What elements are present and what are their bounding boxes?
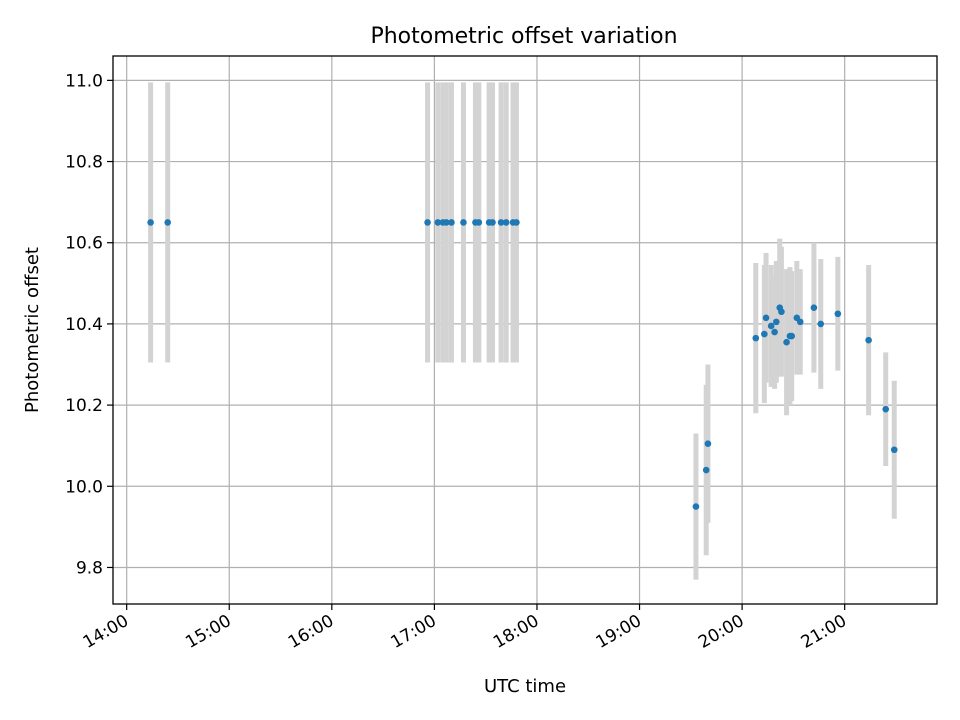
data-point bbox=[762, 314, 770, 322]
data-point bbox=[434, 219, 442, 226]
plot-frame bbox=[112, 55, 938, 605]
data-point bbox=[783, 338, 790, 346]
data-point bbox=[865, 336, 872, 344]
y-axis-ticks: 9.8 10.0 10.2 10.4 10.6 10.8 11.0 bbox=[65, 71, 113, 578]
x-tick-label: 21:00 bbox=[798, 611, 850, 653]
data-point bbox=[513, 219, 520, 226]
grid bbox=[113, 56, 937, 604]
data-point bbox=[890, 446, 898, 454]
data-point bbox=[817, 320, 825, 328]
data-point bbox=[796, 318, 804, 326]
data-point bbox=[752, 334, 760, 342]
data-point bbox=[767, 322, 775, 330]
x-axis-label: UTC time bbox=[484, 676, 566, 697]
data-point bbox=[882, 405, 890, 413]
x-tick-label: 16:00 bbox=[285, 611, 337, 653]
y-tick-label: 10.4 bbox=[65, 315, 103, 335]
data-point bbox=[448, 219, 455, 226]
data-points bbox=[147, 219, 898, 510]
x-tick-label: 20:00 bbox=[695, 611, 747, 653]
x-tick-label: 14:00 bbox=[80, 611, 132, 653]
data-point bbox=[761, 330, 768, 338]
data-point bbox=[778, 308, 785, 316]
x-tick-label: 18:00 bbox=[490, 611, 542, 653]
error-bars bbox=[148, 82, 897, 580]
data-point bbox=[771, 328, 778, 336]
x-axis-ticks: 14:00 15:00 16:00 17:00 18:00 19:00 20:00 21:00 bbox=[80, 604, 850, 653]
x-tick-label: 19:00 bbox=[593, 611, 645, 653]
x-tick-label: 15:00 bbox=[182, 611, 234, 653]
data-point bbox=[475, 219, 483, 226]
y-tick-label: 10.8 bbox=[65, 153, 103, 173]
y-axis-label: Photometric offset bbox=[22, 247, 43, 413]
data-point bbox=[810, 304, 818, 311]
y-tick-label: 9.8 bbox=[76, 558, 103, 578]
data-point bbox=[460, 219, 467, 226]
data-point bbox=[692, 503, 700, 510]
data-point bbox=[773, 318, 780, 326]
data-point bbox=[424, 219, 431, 226]
data-point bbox=[497, 219, 505, 226]
data-point bbox=[164, 219, 172, 226]
data-point bbox=[502, 219, 510, 226]
data-point bbox=[147, 219, 154, 226]
x-tick-label: 17:00 bbox=[387, 611, 439, 653]
data-point bbox=[704, 440, 712, 447]
data-point bbox=[702, 466, 710, 474]
y-tick-label: 10.0 bbox=[65, 477, 103, 497]
data-point bbox=[834, 310, 842, 318]
data-point bbox=[788, 332, 795, 340]
y-tick-label: 10.6 bbox=[65, 234, 103, 254]
data-point bbox=[443, 219, 450, 226]
data-point bbox=[489, 219, 496, 226]
y-tick-label: 11.0 bbox=[65, 71, 103, 91]
chart-title: Photometric offset variation bbox=[370, 24, 677, 49]
y-tick-label: 10.2 bbox=[65, 396, 103, 416]
